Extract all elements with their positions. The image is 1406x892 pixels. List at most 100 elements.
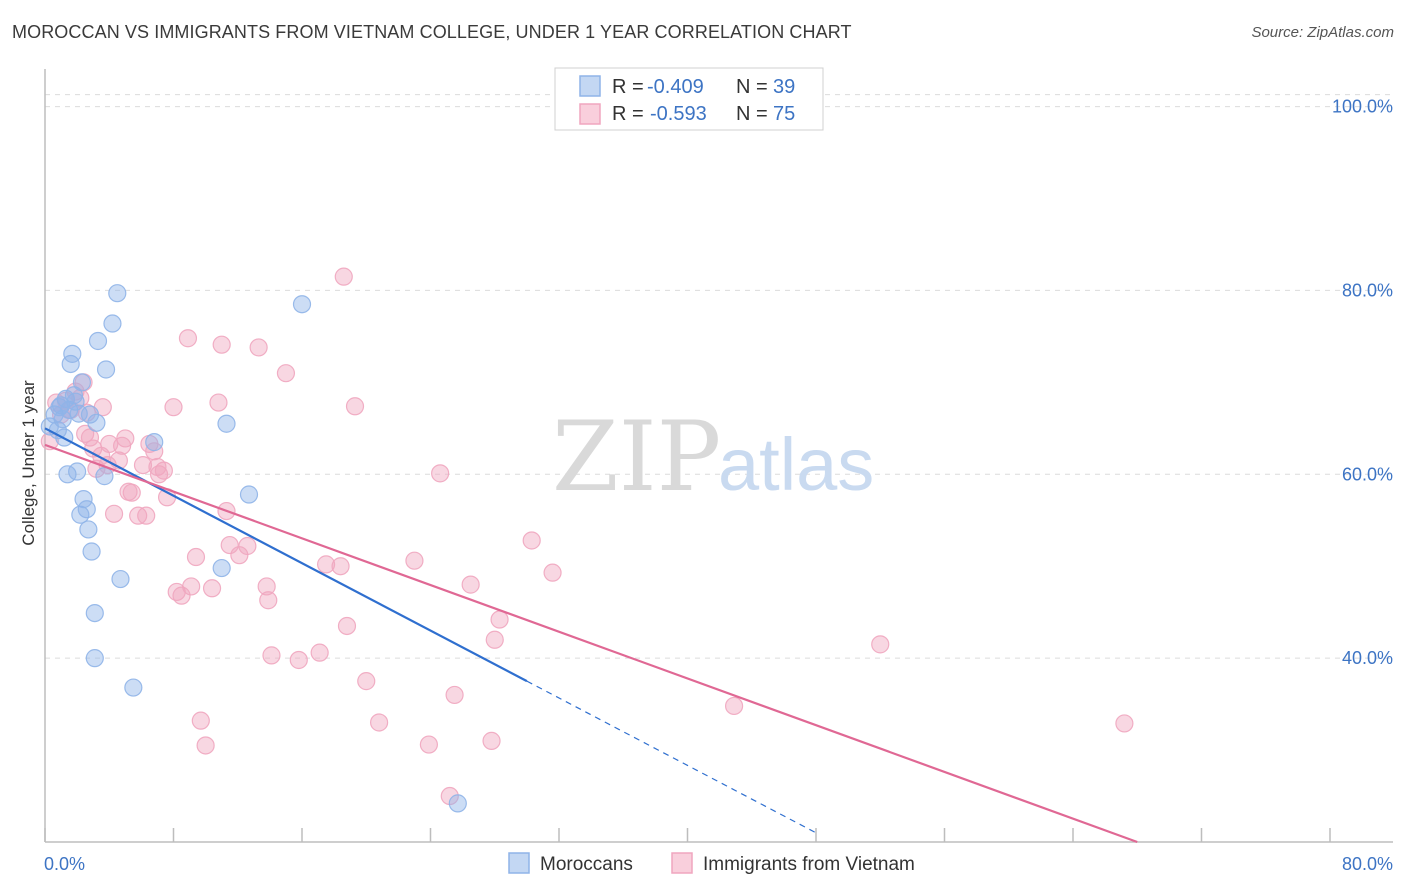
moroccan-points — [40, 284, 467, 813]
moroccan-point — [74, 490, 93, 509]
vietnam-point — [259, 591, 278, 610]
moroccan-point — [53, 410, 72, 429]
vietnam-point — [1115, 714, 1134, 733]
moroccan-point — [79, 520, 98, 539]
moroccan-point — [85, 649, 104, 668]
vietnam-point — [76, 424, 95, 443]
x-tick-label-min: 0.0% — [44, 854, 85, 874]
y-tick-labels: 40.0% 60.0% 80.0% 100.0% — [1332, 97, 1393, 669]
vietnam-point — [331, 557, 350, 576]
moroccan-point — [212, 558, 231, 578]
moroccan-point — [448, 794, 467, 813]
y-tick-label: 100.0% — [1332, 97, 1393, 117]
source-credit: Source: ZipAtlas.com — [1251, 24, 1394, 41]
vietnam-r-label: R = — [612, 103, 644, 125]
moroccan-point — [145, 433, 164, 452]
vietnam-point — [196, 736, 215, 755]
vietnam-point — [116, 429, 135, 448]
vietnam-point — [137, 506, 156, 525]
legend-vietnam-swatch — [671, 852, 693, 874]
moroccan-point — [239, 485, 259, 504]
vietnam-point — [178, 329, 198, 348]
vietnam-point — [249, 338, 268, 357]
moroccan-point — [72, 373, 92, 392]
moroccan-point — [111, 569, 130, 589]
moroccan-point — [85, 603, 104, 623]
vietnam-point — [122, 483, 141, 502]
vietnam-point — [145, 442, 164, 461]
vietnam-point — [310, 643, 329, 662]
watermark-zip: ZIP — [552, 401, 721, 513]
moroccans-r-label: R = — [612, 76, 644, 98]
vietnam-point — [172, 586, 191, 605]
legend-vietnam-label: Immigrants from Vietnam — [703, 854, 915, 875]
vietnam-point — [543, 563, 562, 582]
moroccan-point — [292, 295, 312, 314]
vietnam-n-label: N = — [736, 103, 768, 125]
x-tick-marks — [44, 828, 1331, 842]
vietnam-point — [405, 551, 424, 570]
trend-lines — [44, 427, 1138, 844]
moroccans-swatch — [579, 75, 601, 97]
vietnam-point — [334, 267, 353, 286]
series-legend: Moroccans Immigrants from Vietnam — [508, 852, 915, 875]
moroccan-point — [50, 398, 69, 417]
y-tick-label: 80.0% — [1342, 280, 1393, 300]
vietnam-points — [40, 267, 1134, 806]
y-tick-label: 60.0% — [1342, 464, 1393, 484]
moroccans-trend-extension — [526, 680, 817, 834]
moroccans-n-label: N = — [736, 76, 768, 98]
vietnam-point — [357, 672, 376, 691]
vietnam-point — [345, 397, 365, 416]
moroccan-point — [68, 462, 87, 481]
moroccan-point — [87, 413, 106, 432]
vietnam-point — [461, 575, 480, 594]
vietnam-point — [191, 711, 210, 730]
grid-lines — [45, 94, 1393, 659]
vietnam-point — [419, 735, 438, 754]
vietnam-point — [490, 610, 509, 629]
moroccan-point — [103, 314, 122, 333]
vietnam-point — [148, 457, 167, 477]
vietnam-point — [202, 579, 222, 598]
vietnam-point — [257, 577, 276, 596]
legend-moroccans-label: Moroccans — [540, 854, 633, 875]
vietnam-point — [337, 616, 357, 636]
vietnam-point — [871, 635, 890, 654]
vietnam-point — [289, 650, 308, 670]
moroccan-point — [77, 500, 96, 519]
x-tick-label-max: 80.0% — [1342, 854, 1393, 874]
moroccan-point — [64, 386, 84, 405]
moroccan-point — [82, 542, 101, 561]
chart-title: MOROCCAN VS IMMIGRANTS FROM VIETNAM COLL… — [12, 22, 852, 42]
vietnam-point — [724, 696, 744, 716]
vietnam-n-value: 75 — [773, 103, 795, 125]
moroccans-trend-line — [44, 427, 528, 683]
vietnam-r-value: -0.593 — [650, 103, 707, 125]
moroccans-r-value: -0.409 — [647, 76, 704, 98]
vietnam-point — [262, 646, 281, 665]
moroccan-point — [124, 678, 143, 697]
vietnam-point — [485, 630, 504, 649]
moroccan-point — [95, 467, 114, 486]
moroccan-point — [217, 414, 236, 433]
vietnam-point — [316, 555, 336, 574]
vietnam-point — [164, 398, 183, 417]
axes — [44, 69, 1393, 843]
vietnam-swatch — [579, 103, 601, 125]
y-tick-label: 40.0% — [1342, 648, 1393, 668]
vietnam-point — [522, 531, 541, 550]
vietnam-point — [445, 685, 464, 705]
legend-moroccans-swatch — [508, 852, 530, 874]
vietnam-point — [100, 434, 119, 454]
vietnam-point — [182, 577, 201, 596]
vietnam-point — [186, 547, 206, 567]
moroccans-n-value: 39 — [773, 76, 795, 98]
vietnam-point — [276, 364, 296, 383]
moroccan-point — [66, 392, 85, 411]
vietnam-point — [482, 731, 501, 750]
vietnam-point — [209, 393, 228, 412]
y-axis-label: College, Under 1 year — [19, 380, 38, 546]
vietnam-point — [133, 455, 153, 475]
